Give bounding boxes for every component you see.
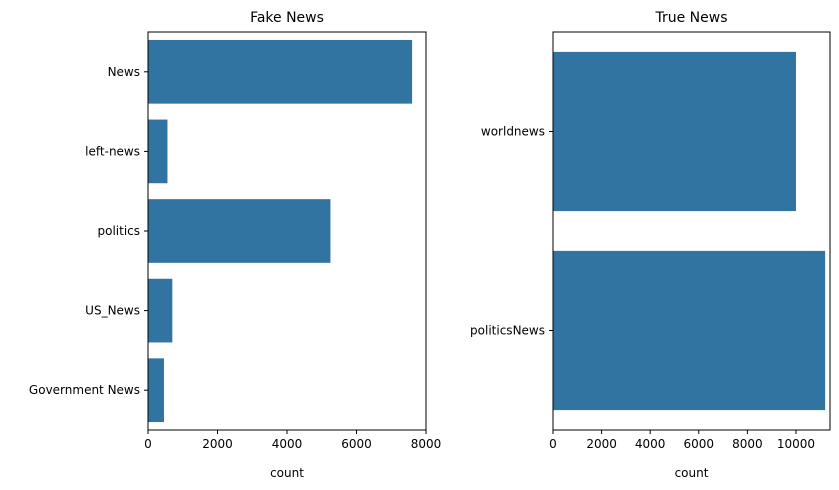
true-news-x-tick-label-3: 6000: [684, 437, 715, 451]
fake-news-y-tick-label-2: politics: [97, 224, 140, 238]
fake-news-bar-0: [148, 39, 413, 104]
fake-news-title: Fake News: [250, 10, 324, 26]
fake-news-bar-4: [148, 358, 164, 423]
true-news-axes-frame: [552, 31, 831, 431]
fake-news-x-tick-label-3: 6000: [341, 437, 372, 451]
true-news-y-tick-label-0: worldnews: [481, 125, 545, 139]
true-news-bars: [553, 51, 826, 411]
fake-news-y-tick-label-3: US_News: [85, 304, 140, 318]
fake-news-bars: [148, 39, 413, 423]
true-news-bar-0: [553, 51, 796, 212]
true-news-x-tick-label-5: 10000: [777, 437, 815, 451]
true-news-title: True News: [654, 10, 727, 26]
true-news-x-label: count: [675, 466, 709, 480]
fake-news-x-ticks: 0 2000 4000 6000 8000: [144, 430, 441, 451]
fake-news-x-tick-label-1: 2000: [202, 437, 233, 451]
fake-news-y-tick-label-4: Government News: [29, 383, 140, 397]
fake-news-x-label: count: [270, 466, 304, 480]
true-news-x-tick-label-2: 4000: [635, 437, 666, 451]
fake-news-bar-2: [148, 199, 331, 263]
true-news-y-ticks: worldnews politicsNews: [470, 125, 553, 338]
fake-news-x-tick-label-0: 0: [144, 437, 152, 451]
fake-news-y-tick-label-0: News: [108, 65, 140, 79]
true-news-y-tick-label-1: politicsNews: [470, 324, 545, 338]
fake-news-bar-3: [148, 278, 173, 343]
true-news-x-tick-label-1: 2000: [586, 437, 617, 451]
fake-news-panel: Fake News News left-news politics US_News Go…: [29, 10, 441, 480]
fake-news-x-tick-label-4: 8000: [411, 437, 442, 451]
fake-news-y-ticks: News left-news politics US_News Government N…: [29, 65, 148, 397]
fake-news-y-tick-label-1: left-news: [85, 144, 140, 158]
true-news-panel: True News worldnews politicsNews 0 2000 400…: [470, 10, 831, 480]
true-news-bar-1: [553, 250, 826, 411]
true-news-x-tick-label-0: 0: [549, 437, 557, 451]
true-news-x-ticks: 0 2000 4000 6000 8000 10000: [549, 430, 815, 451]
fake-news-x-tick-label-2: 4000: [272, 437, 303, 451]
fake-news-axes-frame: [147, 31, 427, 431]
true-news-x-tick-label-4: 8000: [732, 437, 763, 451]
fake-news-bar-1: [148, 119, 168, 184]
